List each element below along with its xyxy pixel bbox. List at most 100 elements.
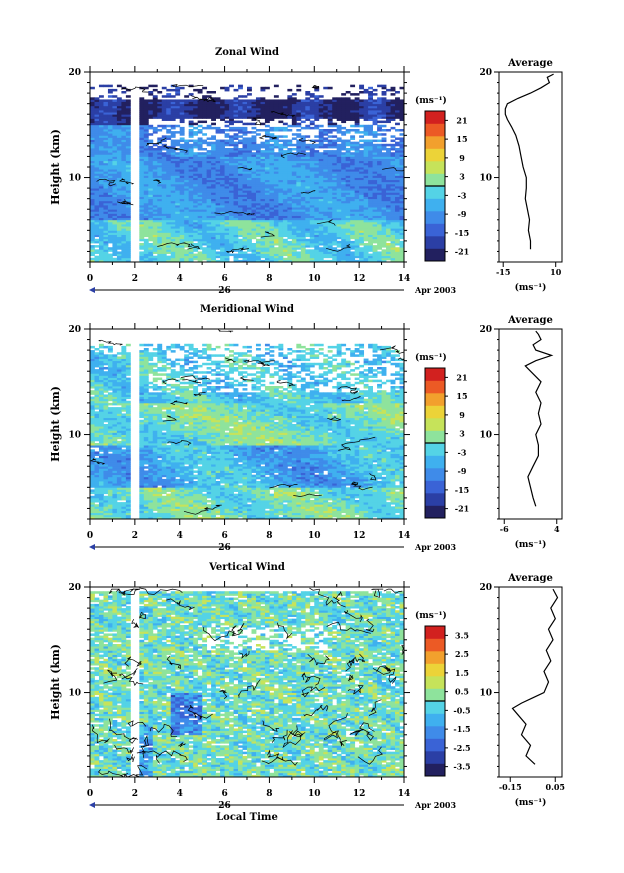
heatmap-cell — [90, 221, 95, 225]
heatmap-cell — [377, 209, 382, 212]
heatmap-cell — [152, 194, 158, 197]
heatmap-cell — [242, 116, 248, 119]
heatmap-cell — [220, 245, 225, 248]
heatmap-cell — [251, 171, 257, 174]
heatmap-cell — [229, 141, 234, 145]
heatmap-cell — [98, 135, 104, 138]
heatmap-cell — [341, 164, 347, 168]
heatmap-cell — [143, 257, 149, 261]
heatmap-cell — [215, 207, 221, 210]
heatmap-cell — [98, 181, 104, 185]
heatmap-cell — [224, 259, 230, 263]
heatmap-cell — [103, 179, 109, 183]
heatmap-cell — [152, 205, 158, 208]
heatmap-cell — [148, 219, 154, 223]
heatmap-cell — [125, 129, 131, 132]
heatmap-cell — [161, 211, 167, 214]
heatmap-cell — [224, 114, 230, 117]
heatmap-cell — [125, 114, 131, 117]
heatmap-cell — [179, 211, 185, 214]
heatmap-cell — [143, 230, 149, 233]
heatmap-cell — [336, 188, 342, 191]
heatmap-cell — [386, 116, 391, 119]
heatmap-cell — [107, 230, 113, 233]
heatmap-cell — [188, 110, 194, 113]
heatmap-cell — [314, 177, 320, 181]
heatmap-cell — [193, 188, 199, 191]
heatmap-cell — [300, 107, 306, 111]
heatmap-cell — [90, 177, 95, 181]
heatmap-cell — [327, 230, 333, 233]
heatmap-cell — [112, 219, 118, 223]
heatmap-cell — [318, 154, 324, 157]
heatmap-cell — [336, 114, 342, 117]
heatmap-cell — [368, 245, 373, 248]
heatmap-cell — [202, 162, 208, 166]
heatmap-cell — [139, 116, 145, 119]
heatmap-cell — [107, 141, 113, 145]
heatmap-cell — [395, 110, 400, 113]
contour-line — [96, 178, 116, 187]
heatmap-cell — [255, 103, 261, 107]
heatmap-cell — [359, 162, 365, 166]
heatmap-cell — [354, 105, 360, 109]
heatmap-cell — [170, 162, 176, 166]
heatmap-cell — [372, 251, 378, 254]
heatmap-cell — [264, 101, 270, 105]
heatmap-cell — [238, 129, 243, 132]
heatmap-cell — [193, 253, 199, 257]
heatmap-cell — [103, 167, 109, 170]
heatmap-cell — [170, 105, 176, 109]
heatmap-cell — [399, 141, 405, 145]
heatmap-cell — [377, 240, 382, 244]
heatmap-cell — [143, 177, 149, 181]
heatmap-cell — [220, 107, 225, 111]
heatmap-cell — [116, 112, 122, 115]
heatmap-cell — [278, 103, 284, 107]
heatmap-cell — [318, 99, 324, 102]
heatmap-cell — [390, 114, 396, 117]
heatmap-cell — [161, 101, 167, 105]
heatmap-cell — [179, 247, 185, 250]
heatmap-cell — [238, 105, 243, 109]
heatmap-cell — [291, 103, 297, 107]
heatmap-cell — [215, 209, 221, 212]
heatmap-cell — [161, 164, 167, 168]
heatmap-cell — [255, 97, 261, 100]
heatmap-cell — [314, 181, 320, 185]
heatmap-cell — [90, 105, 95, 109]
heatmap-cell — [341, 160, 347, 164]
heatmap-cell — [242, 171, 248, 174]
heatmap-cell — [260, 97, 266, 100]
heatmap-cell — [341, 93, 347, 96]
heatmap-cell — [103, 251, 109, 254]
heatmap-cell — [314, 95, 320, 98]
heatmap-cell — [309, 192, 315, 195]
heatmap-cell — [152, 126, 158, 130]
heatmap-cell — [296, 198, 302, 202]
heatmap-cell — [179, 213, 185, 216]
heatmap-cell — [399, 194, 405, 197]
heatmap-cell — [148, 156, 154, 159]
heatmap-cell — [300, 224, 306, 227]
heatmap-cell — [197, 91, 203, 94]
heatmap-cell — [332, 243, 338, 246]
heatmap-cell — [202, 238, 208, 242]
heatmap-cell — [305, 232, 311, 235]
heatmap-cell — [309, 238, 315, 242]
heatmap-cell — [399, 224, 405, 227]
heatmap-cell — [350, 188, 356, 191]
heatmap-cell — [386, 209, 391, 212]
heatmap-cell — [399, 154, 405, 157]
heatmap-cell — [242, 230, 248, 233]
heatmap-cell — [251, 110, 257, 113]
heatmap-cell — [143, 198, 149, 202]
heatmap-cell — [372, 160, 378, 164]
heatmap-cell — [202, 196, 208, 200]
heatmap-cell — [170, 257, 176, 261]
heatmap-cell — [323, 139, 329, 143]
heatmap-cell — [390, 249, 396, 252]
heatmap-cell — [372, 219, 378, 223]
heatmap-cell — [103, 169, 109, 172]
heatmap-cell — [170, 107, 176, 111]
